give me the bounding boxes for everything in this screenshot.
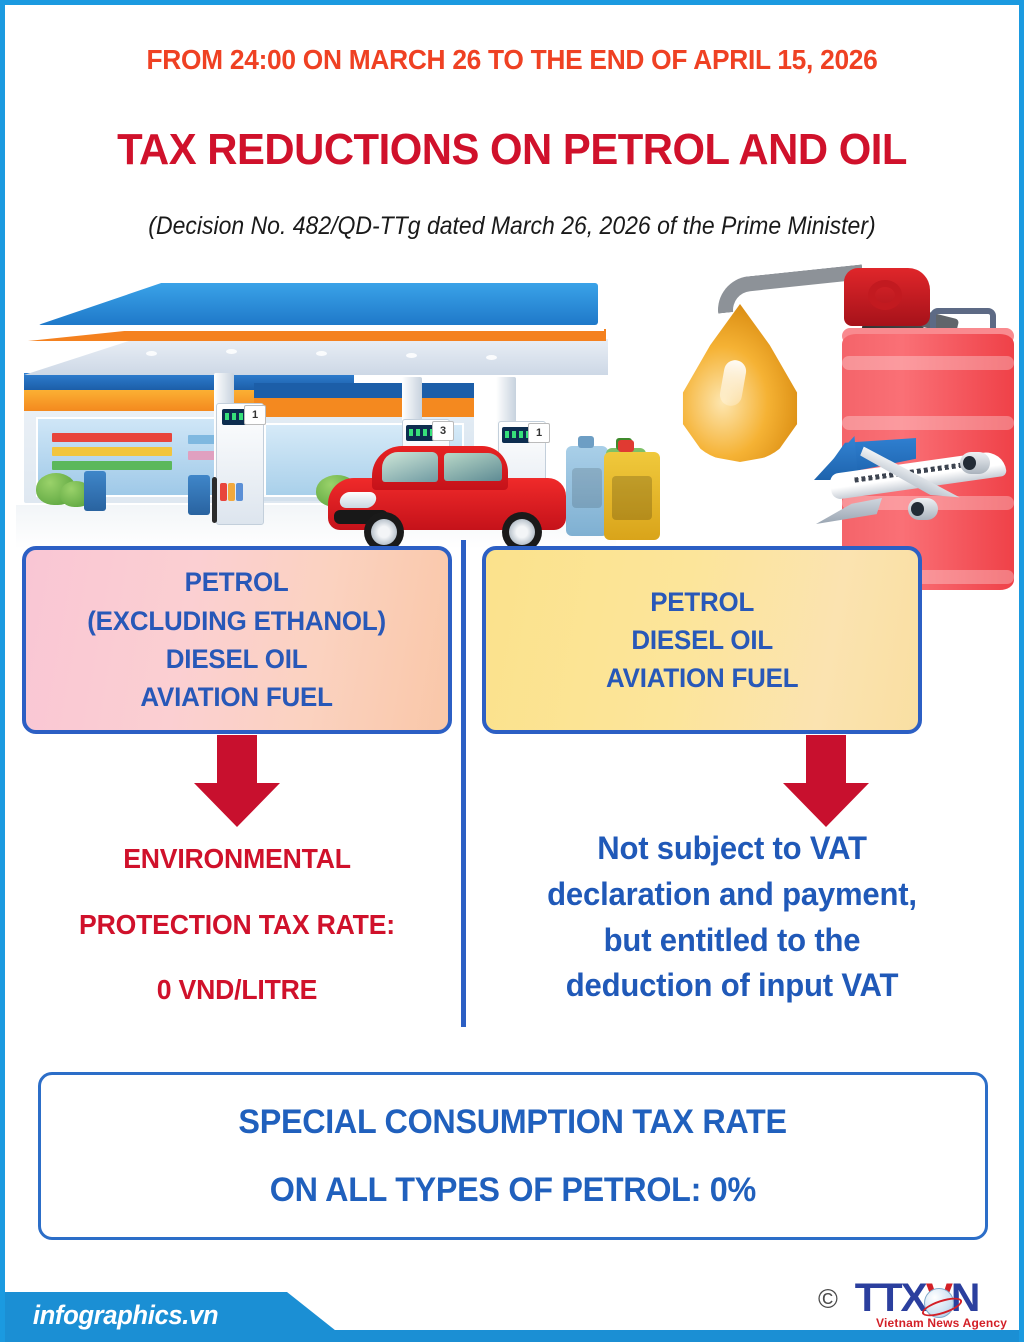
result-right-line-1: Not subject to VAT <box>597 830 867 866</box>
result-right-line-2: declaration and payment, <box>547 875 917 912</box>
footer-website[interactable]: infographics.vn <box>32 1300 219 1330</box>
result-left-line-2: PROTECTION TAX RATE: <box>79 908 395 940</box>
pump-nozzle <box>228 483 235 501</box>
result-right-line-3: but entitled to the <box>603 921 861 958</box>
category-left-line-3: DIESEL OIL <box>166 644 308 674</box>
category-right-line-3: AVIATION FUEL <box>605 663 799 694</box>
canister-cap <box>618 440 634 452</box>
decision-subtitle: (Decision No. 482/QD-TTg dated March 26,… <box>148 212 876 240</box>
logo-part-ttx: TTX <box>854 1276 928 1320</box>
arrow-head <box>194 783 280 827</box>
trash-bin <box>188 475 210 515</box>
canopy-light <box>316 351 327 356</box>
period-header: FROM 24:00 ON MARCH 26 TO THE END OF APR… <box>146 44 878 75</box>
category-left-line-2: (EXCLUDING ETHANOL) <box>87 605 387 636</box>
plane-lower-wing <box>816 498 882 524</box>
barrel-rib <box>842 416 1014 430</box>
arrow-stem <box>217 735 257 787</box>
pump-nozzle <box>220 483 227 501</box>
nozzle-ring <box>868 280 902 310</box>
result-text-right: Not subject to VAT declaration and payme… <box>482 826 982 1009</box>
arrow-head <box>783 783 869 827</box>
bottom-box-line-2: ON ALL TYPES OF PETROL: 0% <box>269 1171 757 1209</box>
footer-tab <box>0 1292 350 1342</box>
shop-shelf <box>52 433 172 442</box>
shop-shelf <box>52 447 172 456</box>
pump-number: 3 <box>432 421 454 441</box>
barrel-handle <box>930 308 996 330</box>
car-window <box>444 453 502 481</box>
arrow-down-left-icon <box>194 735 280 827</box>
category-left-line-1: PETROL <box>185 567 289 598</box>
canopy-light <box>226 349 237 354</box>
oil-canister <box>566 446 608 536</box>
result-left-line-3: 0 VND/LITRE <box>156 974 318 1006</box>
logo-subtitle: Vietnam News Agency <box>876 1316 1008 1330</box>
result-text-left: ENVIRONMENTAL PROTECTION TAX RATE: 0 VND… <box>22 826 452 1023</box>
globe-icon <box>924 1288 954 1318</box>
canister-label <box>612 476 652 520</box>
plane-engine <box>960 452 990 474</box>
shop2-blue-band <box>254 383 474 398</box>
category-right-line-1: PETROL <box>649 586 754 617</box>
category-box-left: PETROL (EXCLUDING ETHANOL) DIESEL OIL AV… <box>22 546 452 734</box>
special-consumption-tax-box: SPECIAL CONSUMPTION TAX RATE ON ALL TYPE… <box>38 1072 988 1240</box>
canopy-white-stripe <box>32 322 604 331</box>
canister-label <box>572 468 602 508</box>
pump-display <box>502 427 536 443</box>
shop-shelf <box>52 461 172 470</box>
arrow-down-right-icon <box>783 735 869 827</box>
car-wheel <box>364 512 404 552</box>
trash-bin <box>84 471 106 511</box>
canopy-light <box>486 355 497 360</box>
result-right-line-4: deduction of input VAT <box>565 967 899 1004</box>
page-title: TAX REDUCTIONS ON PETROL AND OIL <box>117 125 907 174</box>
red-car-illustration <box>328 440 568 552</box>
ttxvn-logo: © TTXVN Vietnam News Agency <box>818 1276 1018 1332</box>
airplane-icon <box>812 410 1012 534</box>
arrow-stem <box>806 735 846 787</box>
result-left-line-1: ENVIRONMENTAL <box>123 843 351 874</box>
canopy-underside <box>24 339 608 375</box>
bottom-box-line-1: SPECIAL CONSUMPTION TAX RATE <box>238 1103 788 1141</box>
column-divider <box>461 540 466 1027</box>
pump-display <box>406 425 440 441</box>
barrel-rib <box>842 356 1014 370</box>
plane-engine <box>908 498 938 520</box>
canopy-orange-stripe <box>28 329 606 341</box>
car-headlight <box>338 492 378 508</box>
category-box-right: PETROL DIESEL OIL AVIATION FUEL <box>482 546 922 734</box>
canopy-top <box>38 283 598 325</box>
pump-hose <box>212 477 217 523</box>
canopy-light <box>146 351 157 356</box>
pump-number: 1 <box>244 405 266 425</box>
illustration-area: 1 3 1 <box>6 252 1018 592</box>
canopy-light <box>406 353 417 358</box>
canister-cap <box>578 436 594 448</box>
category-left-line-4: AVIATION FUEL <box>140 682 334 713</box>
car-wheel <box>502 512 542 552</box>
pump-number: 1 <box>528 423 550 443</box>
copyright-icon: © <box>818 1284 838 1314</box>
car-window <box>382 452 438 482</box>
pump-nozzle <box>236 483 243 501</box>
oil-canister <box>604 452 660 540</box>
category-right-line-2: DIESEL OIL <box>631 624 773 655</box>
shop2-orange-band <box>254 398 474 417</box>
fuel-hose-icon <box>714 264 866 314</box>
